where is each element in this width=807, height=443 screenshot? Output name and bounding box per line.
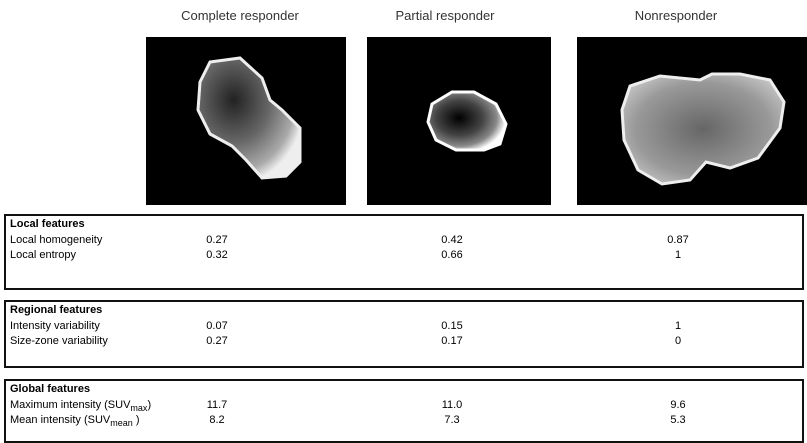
section-title: Regional features [10,304,102,316]
value: 11.0 [442,399,463,411]
row-label: Size-zone variability [10,335,108,347]
label-part: Intensity variability [10,320,100,332]
value: 7.3 [444,414,459,426]
value: 0.87 [667,234,688,246]
value: 0.07 [206,320,227,332]
feature-section: Global features Maximum intensity (SUVmax… [4,379,804,443]
feature-section: Local features Local homogeneity 0.27 0.42 0… [4,214,804,290]
value: 1 [675,249,681,261]
section-title: Global features [10,383,90,395]
label-part: Size-zone variability [10,335,108,347]
label-part: mean [110,418,133,428]
value: 0 [675,335,681,347]
row-label: Local homogeneity [10,234,102,246]
column-header: Nonresponder [635,8,717,23]
feature-section: Regional features Intensity variability 0.… [4,300,804,368]
value: 0.27 [206,335,227,347]
label-part: Local entropy [10,249,76,261]
value: 9.6 [670,399,685,411]
column-header: Partial responder [396,8,495,23]
label-part: ) [133,414,140,426]
row-label: Mean intensity (SUVmean ) [10,414,140,428]
label-part: max [130,403,147,413]
row-label: Maximum intensity (SUVmax) [10,399,151,413]
value: 1 [675,320,681,332]
figure: Complete responder Partial responder Nonre… [0,0,807,443]
row-label: Local entropy [10,249,76,261]
label-part: ) [147,399,151,411]
value: 0.17 [441,335,462,347]
value: 5.3 [670,414,685,426]
value: 8.2 [209,414,224,426]
label-part: Local homogeneity [10,234,102,246]
label-part: Maximum intensity (SUV [10,399,130,411]
value: 0.32 [206,249,227,261]
tumor-images [0,0,807,210]
value: 0.15 [441,320,462,332]
value: 0.42 [441,234,462,246]
section-title: Local features [10,218,85,230]
value: 0.66 [441,249,462,261]
column-header: Complete responder [181,8,299,23]
value: 11.7 [207,399,228,411]
label-part: Mean intensity (SUV [10,414,110,426]
value: 0.27 [206,234,227,246]
row-label: Intensity variability [10,320,100,332]
